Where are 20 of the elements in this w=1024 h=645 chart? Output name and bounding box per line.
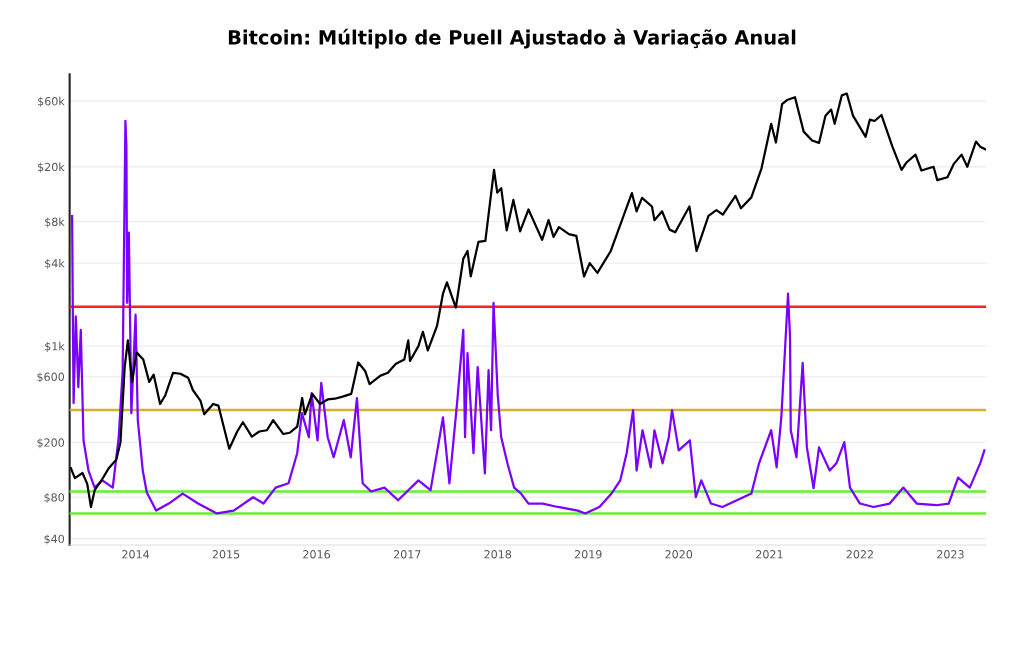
x-tick-label: 2017 [393,550,421,559]
y-tick-label: $4k [45,258,65,269]
y-tick-label: $40 [44,534,65,545]
x-tick-label: 2014 [122,550,150,559]
y-tick-label: $8k [45,217,65,228]
y-tick-label: $1k [45,341,65,352]
x-tick-label: 2021 [756,550,783,559]
x-tick-label: 2016 [303,550,330,559]
x-tick-label: 2018 [484,550,512,559]
chart-title: Bitcoin: Múltiplo de Puell Ajustado à Variação Anual [228,28,796,49]
y-tick-label: $80 [44,493,65,504]
y-tick-label: $60k [38,96,65,107]
y-tick-label: $200 [37,438,65,449]
y-tick-label: $20k [38,162,65,173]
x-tick-label: 2022 [846,550,873,559]
x-tick-label: 2015 [212,550,240,559]
x-tick-label: 2020 [665,550,693,559]
y-tick-label: $600 [37,372,65,383]
x-tick-label: 2019 [574,550,602,559]
x-tick-label: 2023 [937,550,964,559]
